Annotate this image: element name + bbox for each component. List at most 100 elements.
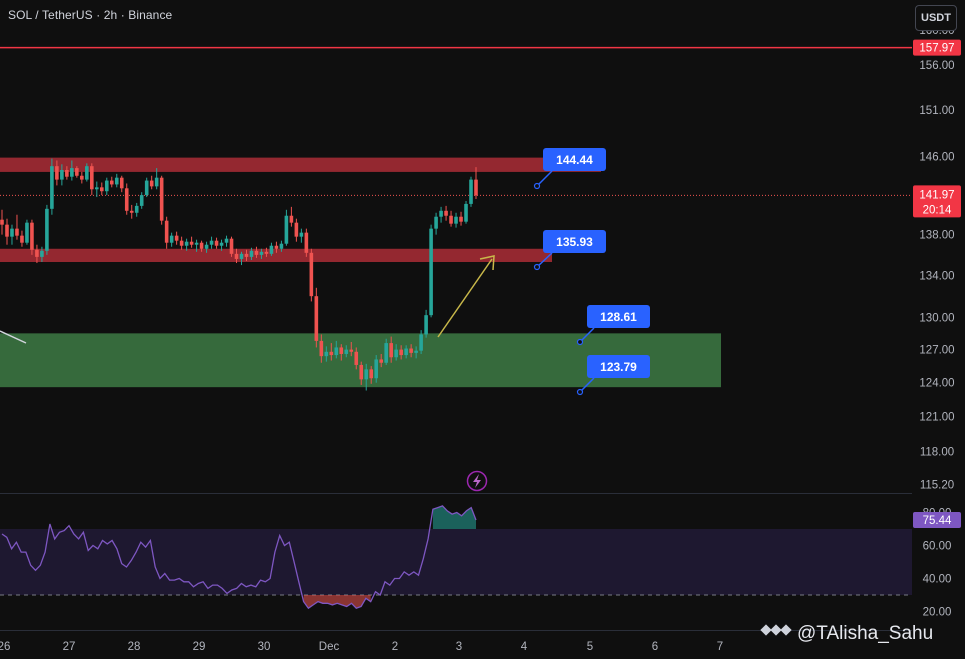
candle-body: [99, 187, 104, 192]
resistance-price-badge: 157.97: [913, 39, 961, 56]
candle-body: [104, 180, 109, 192]
candle-body: [15, 228, 19, 236]
candle-body: [109, 180, 114, 185]
callout-128[interactable]: 128.61: [576, 305, 651, 346]
candle-body: [70, 168, 74, 177]
time-tick-label: 3: [456, 641, 462, 653]
candle-body: [224, 238, 229, 243]
candle-body: [459, 216, 463, 222]
trend-arrow[interactable]: [437, 255, 495, 338]
candle-body: [5, 224, 9, 237]
candle-body: [454, 216, 458, 224]
rsi-tick-label: 40.00: [923, 574, 952, 586]
rsi-tick-label: 20.00: [923, 607, 952, 619]
candle-body: [284, 215, 289, 244]
time-tick-label: 7: [717, 641, 723, 653]
price-tick-label: 115.20: [920, 480, 954, 492]
candle-body: [174, 235, 179, 241]
candle-body: [279, 243, 284, 249]
candle-body: [194, 242, 199, 245]
candle-body: [50, 166, 54, 209]
candle-body: [179, 240, 184, 246]
candle-body: [114, 177, 119, 185]
candle-body: [389, 343, 393, 358]
candle-body: [449, 215, 453, 224]
candle-countdown: 20:14: [923, 204, 952, 216]
callout-123[interactable]: 123.79: [576, 355, 651, 396]
candle-body: [299, 232, 304, 237]
candle-body: [75, 168, 79, 176]
rsi-value-badge: 75.44: [913, 512, 961, 529]
lightning-icon[interactable]: [466, 470, 488, 492]
time-tick-label: 29: [193, 641, 206, 653]
price-tick-label: 124.00: [919, 378, 954, 390]
callout-123-label: 123.79: [600, 360, 637, 374]
price-tick-label: 151.00: [919, 105, 954, 117]
price-axis[interactable]: 160.00156.00151.00146.00138.00134.00130.…: [919, 25, 954, 492]
candle-body: [144, 180, 149, 196]
candle-body: [60, 170, 64, 180]
candle-body: [164, 220, 169, 243]
symbol-header[interactable]: SOL / TetherUS · 2h · Binance: [8, 8, 173, 22]
candle-body: [129, 210, 134, 213]
candle-body: [199, 242, 204, 249]
candle-body: [159, 177, 164, 221]
candle-body: [259, 251, 264, 255]
candle-body: [35, 249, 39, 257]
candle-body: [379, 359, 383, 363]
candle-body: [209, 240, 214, 245]
price-tick-label: 118.00: [920, 446, 954, 458]
rsi-tick-label: 60.00: [923, 541, 952, 553]
candle-body: [294, 222, 299, 237]
candle-body: [414, 350, 418, 353]
price-tick-label: 121.00: [919, 412, 954, 424]
candle-body: [474, 179, 478, 196]
candle-body: [444, 210, 448, 216]
candle-body: [274, 245, 279, 249]
callout-135-label: 135.93: [556, 235, 593, 249]
rsi-overbought-fill: [432, 505, 476, 529]
time-tick-label: 26: [0, 641, 10, 653]
callout-144[interactable]: 144.44: [533, 148, 607, 190]
candle-body: [124, 188, 129, 211]
candle-body: [139, 195, 144, 206]
candle-body: [40, 250, 44, 257]
price-tick-label: 138.00: [919, 230, 954, 242]
candle-body: [349, 349, 354, 352]
zone-1[interactable]: [0, 248, 552, 262]
candle-body: [439, 210, 443, 217]
candle-body: [234, 253, 239, 259]
currency-button[interactable]: USDT: [915, 5, 957, 31]
candle-body: [404, 348, 408, 356]
time-tick-label: 30: [258, 641, 271, 653]
trendline-fragment[interactable]: [0, 330, 27, 344]
time-tick-label: 6: [652, 641, 658, 653]
price-tick-label: 134.00: [919, 270, 954, 282]
candle-body: [204, 244, 209, 249]
candle-body: [134, 205, 139, 213]
candle-body: [359, 364, 364, 380]
candle-body: [249, 250, 254, 257]
candle-body: [264, 251, 269, 254]
candle-body: [119, 177, 124, 189]
candle-body: [10, 228, 14, 237]
candle-body: [189, 241, 194, 245]
candle-body: [149, 180, 154, 187]
zone-0[interactable]: [0, 157, 601, 172]
candle-body: [214, 240, 219, 246]
candle-body: [419, 334, 423, 351]
candle-body: [324, 351, 329, 357]
candle-body: [85, 166, 89, 180]
candle-body: [20, 235, 24, 243]
candle-body: [369, 369, 374, 379]
callout-135[interactable]: 135.93: [533, 230, 607, 271]
candle-body: [424, 315, 428, 335]
time-axis[interactable]: 26 27 28 29 30 Dec 2 3 4 5 6 7: [0, 641, 723, 653]
candle-body: [80, 175, 84, 180]
candle-body: [374, 359, 379, 379]
candle-body: [269, 245, 274, 254]
candle-body: [314, 296, 319, 341]
rsi-line: [1, 505, 477, 610]
